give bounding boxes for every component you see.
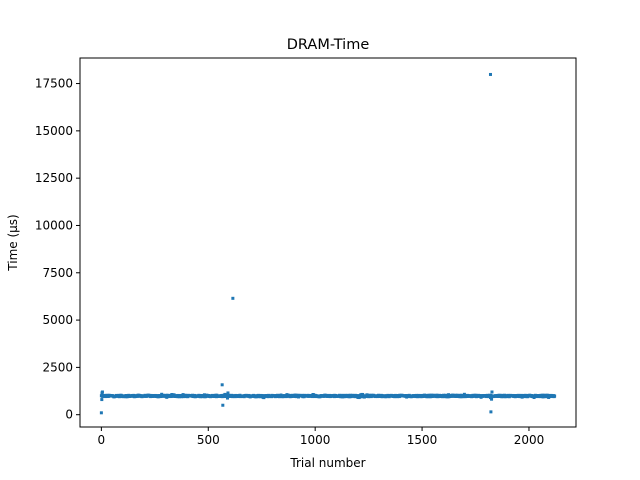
y-tick-label: 15000 — [35, 124, 73, 138]
outlier-point — [221, 403, 225, 407]
y-tick-label: 2500 — [42, 360, 73, 374]
y-axis-ticks: 0 2500 5000 7500 10000 12500 15000 17500 — [35, 77, 80, 422]
plot-frame — [79, 57, 577, 428]
x-tick-label: 1000 — [300, 433, 331, 447]
y-axis-label: Time (µs) — [6, 214, 20, 271]
outlier-point — [488, 72, 492, 76]
outlier-point — [231, 296, 235, 300]
x-tick-label: 500 — [197, 433, 220, 447]
y-tick-label: 7500 — [42, 266, 73, 280]
x-tick-label: 2000 — [514, 433, 545, 447]
y-tick-label: 0 — [65, 408, 73, 422]
outlier-point — [220, 383, 224, 387]
data-point — [553, 394, 557, 398]
outlier-point — [99, 411, 103, 415]
outlier-point — [490, 397, 494, 401]
y-tick-label: 17500 — [35, 77, 73, 91]
x-tick-label: 0 — [98, 433, 106, 447]
outlier-point — [226, 396, 230, 400]
y-tick-label: 10000 — [35, 218, 73, 232]
outlier-point — [490, 390, 494, 394]
outlier-point — [100, 398, 104, 402]
y-tick-label: 5000 — [42, 313, 73, 327]
outlier-point — [100, 390, 104, 394]
data-points — [99, 72, 557, 415]
x-tick-label: 1500 — [407, 433, 438, 447]
y-tick-label: 12500 — [35, 171, 73, 185]
outlier-point — [226, 391, 230, 395]
x-axis-label: Trial number — [289, 456, 365, 470]
outlier-point — [489, 410, 493, 414]
chart-title: DRAM-Time — [287, 37, 370, 53]
x-axis-ticks: 0 500 1000 1500 2000 — [98, 427, 545, 447]
